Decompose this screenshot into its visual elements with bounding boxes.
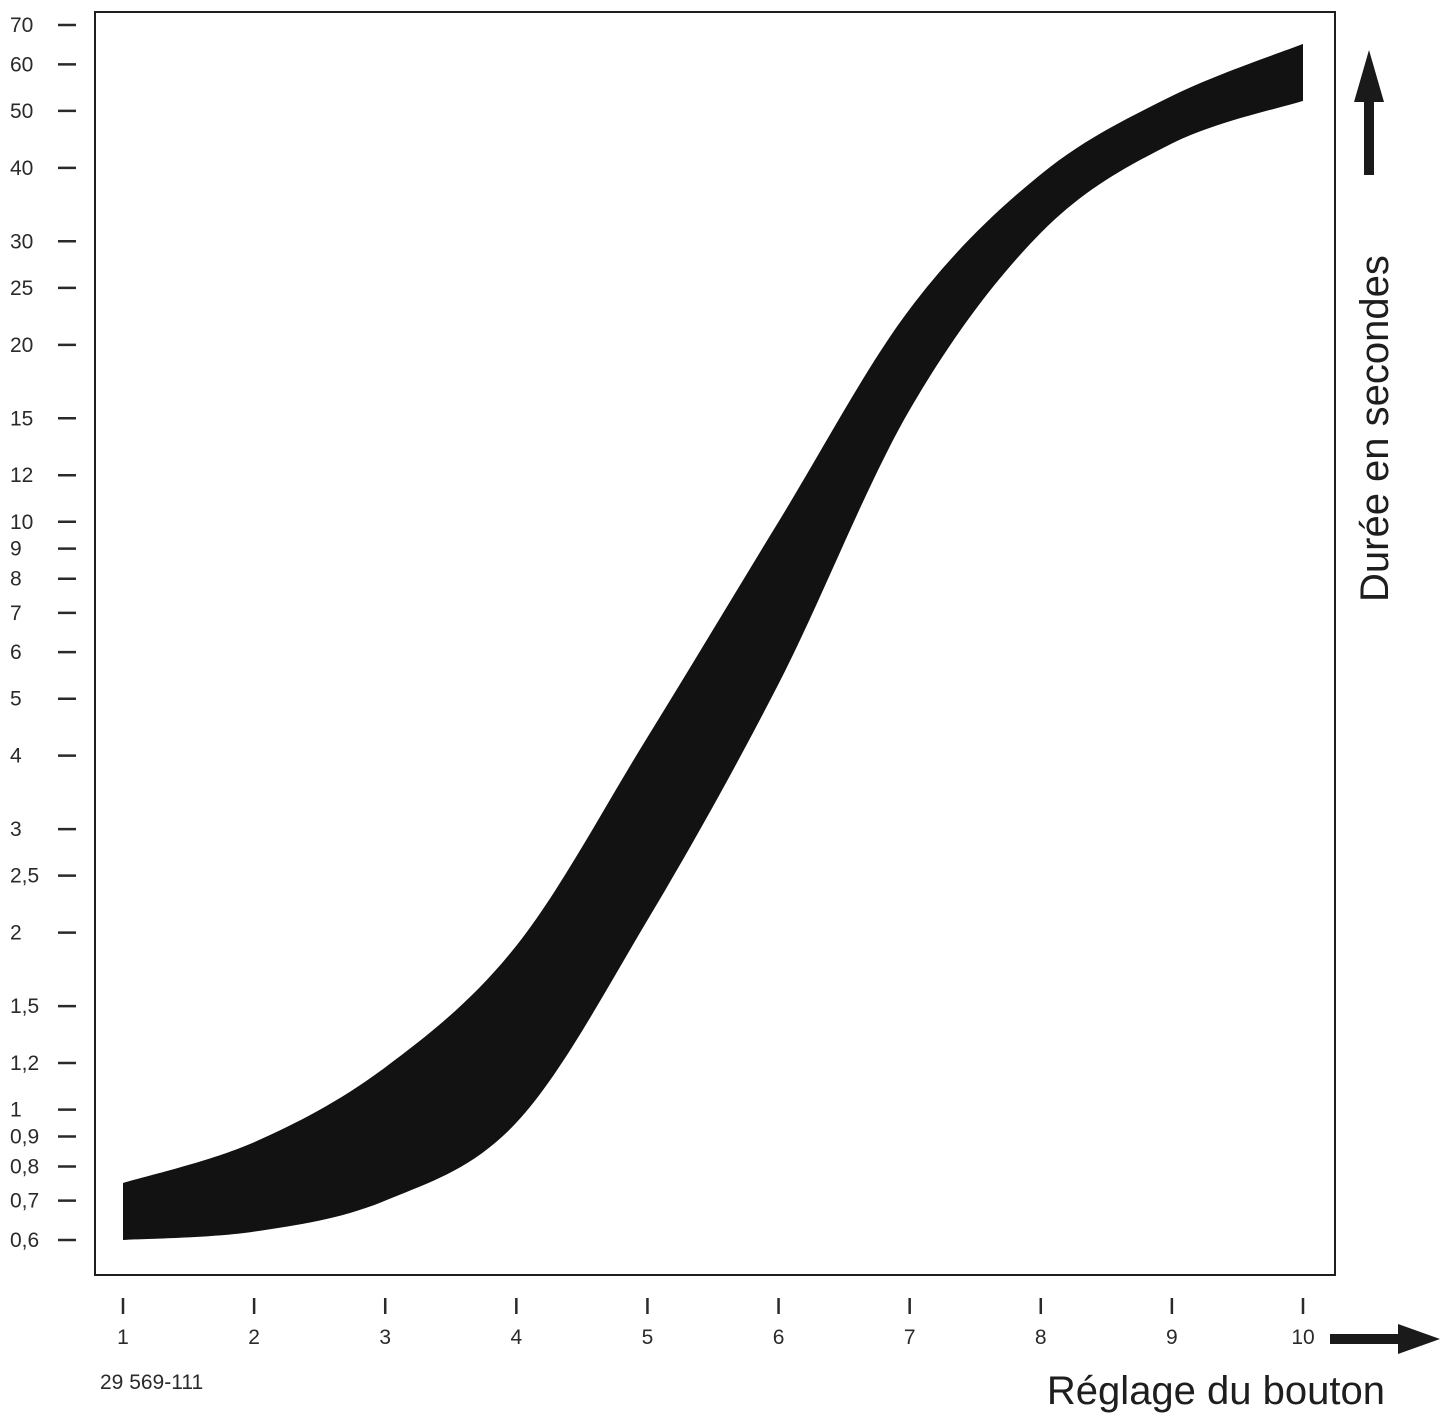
y-tick-label: 6 bbox=[10, 641, 22, 664]
x-tick-label: 6 bbox=[773, 1326, 785, 1349]
y-tick-label: 7 bbox=[10, 602, 22, 625]
x-axis-arrow-icon bbox=[1330, 1324, 1440, 1354]
y-tick-label: 0,7 bbox=[10, 1190, 39, 1213]
x-tick-label: 2 bbox=[248, 1326, 260, 1349]
y-tick-label: 4 bbox=[10, 745, 22, 768]
y-axis-arrow-icon bbox=[1354, 50, 1384, 175]
x-tick-label: 7 bbox=[904, 1326, 916, 1349]
y-tick-label: 25 bbox=[10, 277, 33, 300]
x-axis-title: Réglage du bouton bbox=[1047, 1369, 1385, 1413]
y-tick-label: 1,5 bbox=[10, 995, 39, 1018]
y-tick-label: 3 bbox=[10, 818, 22, 841]
y-tick-label: 5 bbox=[10, 688, 22, 711]
x-tick-label: 10 bbox=[1291, 1326, 1314, 1349]
y-tick-label: 0,8 bbox=[10, 1156, 39, 1179]
y-tick-label: 70 bbox=[10, 14, 33, 37]
y-tick-label: 0,9 bbox=[10, 1125, 39, 1148]
y-tick-label: 10 bbox=[10, 511, 33, 534]
x-tick-label: 9 bbox=[1166, 1326, 1178, 1349]
y-tick-label: 15 bbox=[10, 407, 33, 430]
y-tick-label: 2,5 bbox=[10, 865, 39, 888]
x-tick-label: 8 bbox=[1035, 1326, 1047, 1349]
x-tick-label: 3 bbox=[379, 1326, 391, 1349]
y-axis-title: Durée en secondes bbox=[1353, 255, 1397, 602]
y-tick-label: 1,2 bbox=[10, 1052, 39, 1075]
plot-frame bbox=[94, 11, 1336, 1276]
y-tick-label: 2 bbox=[10, 922, 22, 945]
x-tick-label: 4 bbox=[510, 1326, 522, 1349]
y-tick-label: 1 bbox=[10, 1099, 22, 1122]
y-tick-label: 9 bbox=[10, 538, 22, 561]
reference-number: 29 569-111 bbox=[100, 1371, 203, 1394]
y-axis: 70 60 50 40 30 25 20 15 12 10 9 8 7 6 5 4 3 2,5 2 1,5 1,2 1 0,… bbox=[10, 14, 76, 1252]
x-axis: 1 2 3 4 5 6 7 8 9 10 bbox=[117, 1298, 1315, 1349]
y-tick-label: 20 bbox=[10, 334, 33, 357]
y-tick-label: 60 bbox=[10, 53, 33, 76]
y-tick-label: 40 bbox=[10, 157, 33, 180]
y-tick-label: 8 bbox=[10, 568, 22, 591]
y-tick-label: 12 bbox=[10, 464, 33, 487]
x-tick-label: 1 bbox=[117, 1326, 129, 1349]
duration-band bbox=[123, 43, 1303, 1240]
y-tick-label: 30 bbox=[10, 230, 33, 253]
y-tick-label: 50 bbox=[10, 100, 33, 123]
x-tick-label: 5 bbox=[642, 1326, 654, 1349]
y-tick-label: 0,6 bbox=[10, 1229, 39, 1252]
